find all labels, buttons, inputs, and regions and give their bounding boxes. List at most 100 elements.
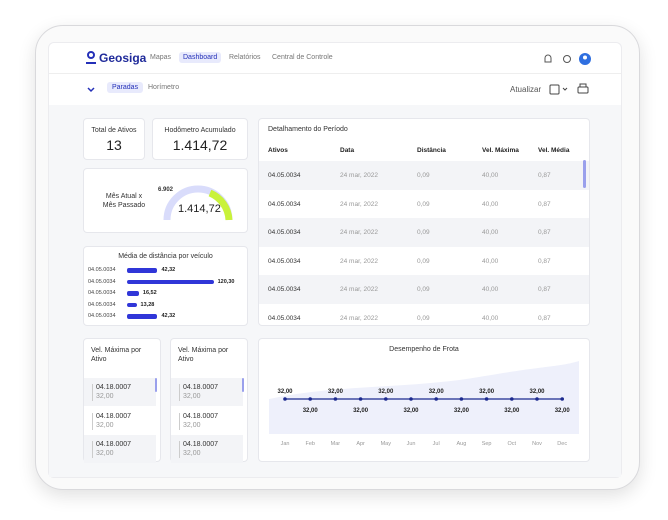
speed-item-bar (92, 384, 93, 401)
line-value-label: 32,00 (429, 389, 445, 395)
nav-item[interactable]: Central de Controle (272, 54, 333, 61)
gauge-label: Mês Atual x Mês Passado (102, 193, 146, 209)
table-cell: 0,87 (538, 172, 551, 179)
gauge-value: 1.414,72 (178, 203, 221, 215)
speed-value: 32,00 (183, 450, 201, 457)
line-value-label: 32,00 (403, 408, 419, 414)
line-point (484, 397, 489, 401)
speed-value: 32,00 (96, 393, 114, 400)
gauge-previous: 6.902 (158, 187, 174, 193)
table-cell: 04.05.0034 (268, 257, 301, 265)
table-cell: 24 mar, 2022 (340, 286, 378, 294)
subnav-icons[interactable] (86, 83, 596, 97)
nav-item[interactable]: Relatórios (229, 54, 261, 61)
refresh-button[interactable]: Atualizar (510, 85, 542, 94)
line-title: Desempenho de Frota (389, 346, 459, 353)
table-cell: 0,87 (538, 257, 551, 265)
kpi-label: Hodômetro Acumulado (164, 127, 236, 134)
table-cell: 04.05.0034 (268, 315, 301, 322)
table-cell: 04.05.0034 (268, 286, 301, 294)
bar-card (83, 246, 248, 326)
x-tick-label: Mar (331, 441, 341, 447)
line-point (358, 397, 363, 401)
table-cell: 0,87 (538, 315, 551, 322)
subnav-tab[interactable]: Paradas (107, 82, 144, 93)
gauge-progress (208, 189, 233, 221)
table-row-bg (259, 161, 589, 190)
line-value-label: 32,00 (277, 389, 293, 395)
bar-value-label: 16,52 (142, 290, 157, 296)
speed-asset: 04.18.0007 (96, 384, 132, 391)
line-chart: 32,00 Jan 32,00 Feb 32,00 Mar 32,00 Apr 32,00 May… (269, 361, 579, 447)
line-value-label: 32,00 (303, 408, 319, 414)
bar-category: 04.05.0034 (88, 267, 116, 273)
table-cell: 0,87 (538, 200, 551, 208)
line-value-label: 32,00 (479, 389, 495, 395)
speed-list-title: Vel. Máxima por Ativo (178, 347, 229, 363)
speed-item-bar (92, 441, 93, 458)
speed-item (84, 406, 156, 435)
speed-item (171, 378, 243, 406)
bar (127, 279, 214, 284)
line-point (384, 397, 388, 401)
speed-item-bar (92, 412, 93, 430)
table-cell: 0,09 (417, 257, 430, 265)
scrollbar (155, 378, 157, 392)
table-cell: 04.05.0034 (268, 229, 301, 237)
speed-item (84, 435, 156, 463)
x-tick-label: May (381, 441, 392, 447)
scrollbar (583, 160, 586, 188)
bar (127, 314, 158, 319)
line-value-label: 32,00 (328, 389, 344, 395)
speed-asset: 04.18.0007 (96, 412, 132, 420)
table-cell: 24 mar, 2022 (340, 315, 378, 322)
table-cell: 0,87 (538, 286, 551, 294)
table-cell: 04.05.0034 (268, 200, 301, 208)
table-header: Vel. Média (538, 147, 570, 154)
table-row-bg (259, 275, 589, 304)
line-value-label: 32,00 (504, 408, 520, 414)
speed-item-bar (179, 412, 180, 430)
line-value-label: 32,00 (378, 389, 394, 395)
line-point (459, 397, 464, 401)
x-tick-label: Apr (356, 441, 365, 447)
table-cell: 24 mar, 2022 (340, 172, 378, 179)
speed-asset: 04.18.0007 (96, 441, 132, 448)
subnav-tab[interactable]: Horímetro (148, 84, 180, 91)
line-value-label: 32,00 (353, 408, 369, 414)
kpi-value: 1.414,72 (172, 137, 228, 153)
nav-item[interactable]: Mapas (150, 54, 172, 61)
x-tick-label: Nov (532, 441, 542, 447)
table-cell: 40,00 (482, 315, 499, 322)
line-point (308, 397, 312, 401)
table-header: Data (340, 147, 355, 154)
table-cell: 0,09 (417, 229, 430, 237)
speed-item-bar (179, 384, 180, 401)
x-tick-label: Jul (433, 441, 440, 447)
line-point (510, 397, 514, 401)
line-point (409, 397, 413, 401)
scrollbar (242, 378, 244, 392)
bar (127, 302, 137, 307)
line-point (333, 397, 338, 401)
table-cell: 0,09 (417, 286, 430, 294)
table-cell: 0,87 (538, 229, 551, 237)
table-header: Vel. Máxima (482, 147, 519, 154)
table-cell: 40,00 (482, 286, 499, 294)
table-cell: 40,00 (482, 172, 499, 179)
line-point (535, 397, 539, 401)
table-cell: 04.05.0034 (268, 172, 301, 179)
brand: Geosiga (99, 51, 147, 65)
nav-item[interactable]: Dashboard (179, 52, 222, 63)
kpi-card (152, 118, 248, 160)
table-cell: 0,09 (417, 200, 430, 208)
kpi-label: Total de Ativos (91, 127, 137, 134)
table-cell: 0,09 (417, 172, 430, 179)
table-cell: 40,00 (482, 229, 499, 237)
background-area (269, 361, 579, 434)
speed-value: 32,00 (183, 421, 201, 429)
table-cell: 24 mar, 2022 (340, 200, 378, 208)
bar-value-label: 13,28 (140, 301, 155, 308)
table-cell: 40,00 (482, 257, 499, 265)
